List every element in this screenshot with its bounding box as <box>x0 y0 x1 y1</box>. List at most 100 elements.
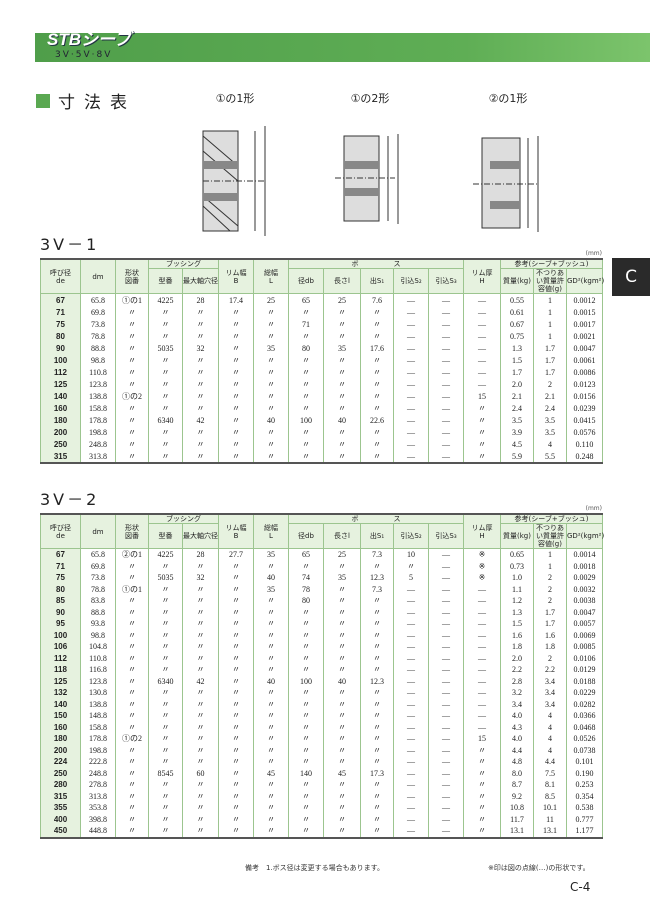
table-cell: 100 <box>288 675 324 687</box>
table-cell: 78 <box>288 583 324 595</box>
table-cell: 〃 <box>218 756 254 768</box>
table-cell: 8.0 <box>500 767 534 779</box>
table-cell: — <box>463 618 501 630</box>
table-cell: 1.177 <box>565 825 604 838</box>
table-cell: 1.5 <box>500 618 534 630</box>
table-row: 140 138.8 〃〃〃〃〃〃〃〃 — — —3.4 3.4 0.0282 <box>40 698 604 710</box>
table-cell: 〃 <box>148 790 183 802</box>
table-cell: 28 <box>182 293 219 306</box>
header-cell: 径db <box>288 268 324 294</box>
table-cell: 8545 <box>148 767 183 779</box>
table-cell: 73.8 <box>80 318 116 330</box>
header-cell: 呼び径 de <box>40 513 81 549</box>
table-cell: 2 <box>533 595 567 607</box>
table-cell: 〃 <box>148 390 183 402</box>
figure-1-2: ①の2形 <box>330 90 410 239</box>
table-cell: 〃 <box>360 366 394 378</box>
table-cell: — <box>393 354 429 366</box>
table-cell: 140 <box>40 698 81 710</box>
table-cell: 2.8 <box>500 675 534 687</box>
table-cell: 〃 <box>115 687 149 699</box>
table-cell: 〃 <box>288 402 324 414</box>
table-row: 80 78.8 ①の1 〃〃〃 35 78 〃 7.3— — —1.1 2 0.0032 <box>40 583 604 595</box>
section-tab-c[interactable]: C <box>612 258 650 296</box>
table-cell: — <box>393 779 429 791</box>
table-cell: 〃 <box>115 813 149 825</box>
table-cell: ①の1 <box>115 583 149 595</box>
table-cell: 98.8 <box>80 629 116 641</box>
table-cell: 〃 <box>463 744 501 756</box>
table-cell: 100 <box>40 354 81 366</box>
table-cell: 〃 <box>360 802 394 814</box>
table-row: 106 104.8 〃〃〃〃〃〃〃〃 — — —1.8 1.8 0.0085 <box>40 641 604 653</box>
table-row: 67 65.8 ①の1 4225 28 17.4 25 65 25 7.6— — —0.55 1 0.00… <box>40 293 604 306</box>
table-cell: 〃 <box>253 825 289 838</box>
table-cell: 〃 <box>253 779 289 791</box>
table-cell: 〃 <box>253 606 289 618</box>
table-cell: 80 <box>288 342 324 354</box>
table-cell: 27.7 <box>218 548 254 561</box>
table-cell: 1.0 <box>500 572 534 584</box>
table-cell: — <box>393 390 429 402</box>
table-cell: 65 <box>288 548 324 561</box>
table-cell: 3.5 <box>533 426 567 438</box>
table-cell: — <box>463 366 501 378</box>
table-cell: 3.2 <box>500 687 534 699</box>
table-cell: 0.0086 <box>565 366 604 378</box>
table-cell: 〃 <box>253 813 289 825</box>
table-cell: 0.0038 <box>565 595 604 607</box>
table-cell: 〃 <box>148 330 183 342</box>
table-cell: — <box>463 354 501 366</box>
table-cell: 〃 <box>115 767 149 779</box>
table-cell: ※ <box>463 548 501 561</box>
table-cell: 〃 <box>323 652 361 664</box>
table-cell: 〃 <box>360 825 394 838</box>
table-cell: 178.8 <box>80 414 116 426</box>
table-cell: 〃 <box>148 710 183 722</box>
table-cell: ※ <box>463 560 501 572</box>
table-cell: — <box>428 756 464 768</box>
table-cell: 〃 <box>360 779 394 791</box>
header-cell: 引込S₃ <box>428 523 464 549</box>
header-cell: 総幅 L <box>253 258 289 294</box>
table-cell: 1.6 <box>500 629 534 641</box>
table-cell: 0.0015 <box>565 306 604 318</box>
table-cell: 〃 <box>253 366 289 378</box>
table-cell: 〃 <box>253 698 289 710</box>
table-cell: 〃 <box>218 721 254 733</box>
table-cell: 〃 <box>182 438 219 450</box>
table-cell: 353.8 <box>80 802 116 814</box>
table-cell: 〃 <box>218 733 254 745</box>
table-row: 180 178.8 ①の2 〃〃〃〃〃〃〃 — —15 4.0 4 0.0526 <box>40 733 604 745</box>
dimension-table-3v-1: 呼び径 de dm 形状 図番 ブッシング リム幅 B 総幅 L ボ スリム厚 H 参考(シーブ+ブッシ… <box>40 258 604 464</box>
table-cell: ①の2 <box>115 733 149 745</box>
table-cell: 〃 <box>288 802 324 814</box>
table-cell: 〃 <box>288 306 324 318</box>
table-cell: 〃 <box>148 813 183 825</box>
table-cell: 〃 <box>323 802 361 814</box>
table-cell: 〃 <box>288 652 324 664</box>
table-cell: 0.253 <box>565 779 604 791</box>
header-label: 長さl <box>334 277 350 285</box>
table-cell: 〃 <box>148 583 183 595</box>
table-cell: 〃 <box>148 595 183 607</box>
table-cell: 〃 <box>218 330 254 342</box>
table-cell: — <box>393 710 429 722</box>
table-cell: 〃 <box>288 330 324 342</box>
table-cell: 0.0085 <box>565 641 604 653</box>
header-label: de <box>56 531 65 540</box>
table-cell: — <box>393 583 429 595</box>
table-cell: 〃 <box>115 330 149 342</box>
table-cell: — <box>428 618 464 630</box>
table-cell: 〃 <box>218 414 254 426</box>
table-cell: 〃 <box>323 306 361 318</box>
table-cell: 123.8 <box>80 378 116 390</box>
table-cell: 〃 <box>323 710 361 722</box>
table-cell: 313.8 <box>80 450 116 463</box>
table-cell: 〃 <box>253 652 289 664</box>
table-cell: 〃 <box>182 402 219 414</box>
table-cell: 〃 <box>360 698 394 710</box>
table-cell: 〃 <box>218 813 254 825</box>
table-cell: 〃 <box>148 560 183 572</box>
table-cell: 〃 <box>218 560 254 572</box>
